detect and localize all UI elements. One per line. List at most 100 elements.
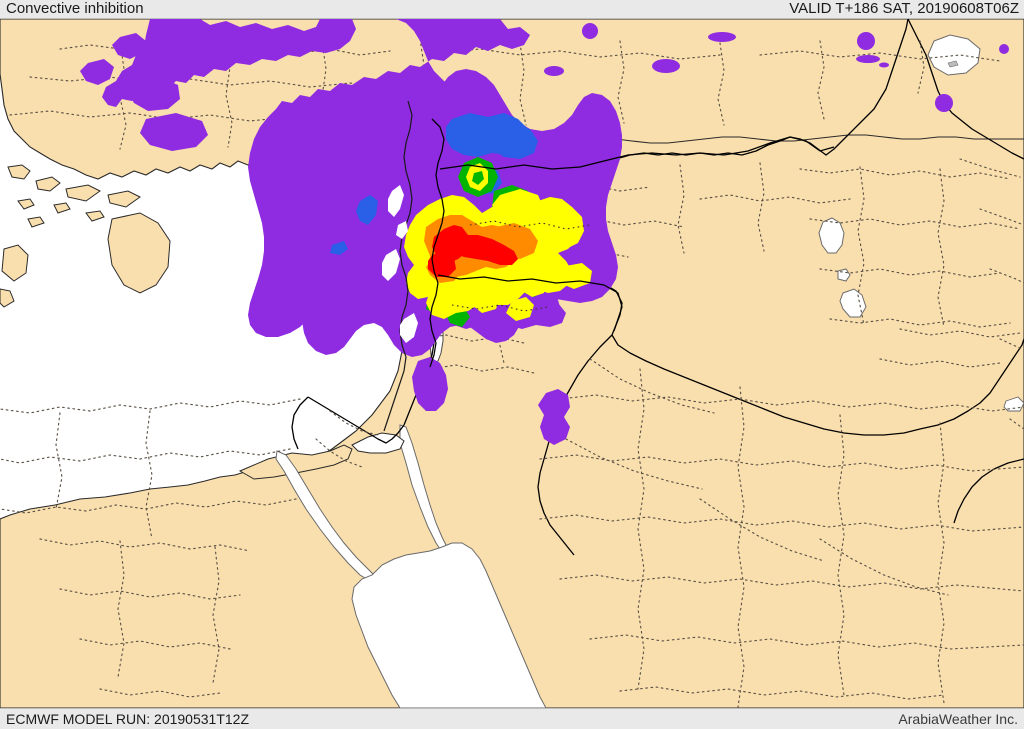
admin-iraq-3 bbox=[819, 268, 1001, 278]
admin-egypt-south-5 bbox=[117, 540, 125, 678]
cin-green-ring-core bbox=[472, 171, 484, 185]
admin-saudi-v4 bbox=[937, 422, 945, 704]
admin-egypt-south-1 bbox=[39, 538, 251, 552]
cin-anatolia-purple-4 bbox=[128, 77, 180, 111]
border-overlay-dotted-jordan bbox=[469, 220, 591, 230]
sea-sliver-levant-3 bbox=[396, 221, 408, 239]
admin-syria-1 bbox=[439, 180, 651, 192]
admin-turkey-11 bbox=[717, 42, 725, 126]
cin-dot-5 bbox=[935, 94, 953, 112]
cin-dot-1 bbox=[857, 32, 875, 50]
admin-jordan-5 bbox=[429, 364, 535, 374]
admin-iraq-2 bbox=[809, 218, 1021, 230]
nile-delta-coast bbox=[238, 444, 353, 480]
border-egypt-israel-sinai bbox=[307, 396, 405, 444]
map-canvas[interactable] bbox=[0, 19, 1024, 708]
admin-turkey-10 bbox=[617, 40, 625, 124]
border-overlay-levant bbox=[429, 118, 445, 368]
cin-yellow-south-tail bbox=[426, 285, 460, 319]
cin-sinai-spur bbox=[412, 357, 448, 411]
admin-turkey-14 bbox=[917, 40, 925, 94]
cin-blue-small-coast bbox=[356, 195, 378, 225]
admin-iran-4 bbox=[999, 338, 1023, 350]
cin-blue-strip-coast bbox=[330, 241, 348, 255]
cin-dot-6 bbox=[708, 32, 736, 42]
admin-iraq-6 bbox=[937, 168, 945, 328]
cin-anatolia-purple-5 bbox=[140, 113, 208, 151]
admin-saudi-4 bbox=[559, 574, 1024, 592]
admin-iraq-1 bbox=[799, 168, 1011, 180]
cin-dot-7 bbox=[582, 23, 598, 39]
admin-iran-2 bbox=[979, 208, 1024, 226]
cin-yellow-isolated-3 bbox=[472, 289, 500, 313]
border-saudi-iraq-east bbox=[919, 338, 1024, 430]
product-title: Convective inhibition bbox=[6, 0, 144, 17]
lake-assad bbox=[818, 217, 845, 254]
sea-sliver-bay bbox=[400, 313, 418, 343]
cin-yellow-isolated-4 bbox=[506, 297, 534, 321]
admin-turkey-12 bbox=[759, 50, 1001, 62]
admin-saudi-2 bbox=[539, 454, 1024, 472]
cin-red-core-south bbox=[428, 251, 456, 277]
cin-anatolia-purple-3 bbox=[80, 59, 114, 85]
footer-bar: ECMWF MODEL RUN: 20190531T12Z ArabiaWeat… bbox=[0, 708, 1024, 729]
model-run-label: ECMWF MODEL RUN: 20190531T12Z bbox=[6, 711, 249, 727]
lake-van bbox=[927, 34, 981, 76]
admin-syria-8 bbox=[757, 162, 765, 252]
admin-saudi-5 bbox=[589, 634, 1024, 650]
admin-iraq-7 bbox=[899, 328, 1021, 338]
attribution-label: ArabiaWeather Inc. bbox=[898, 711, 1018, 727]
border-egypt-west bbox=[291, 396, 309, 450]
admin-sinai-1 bbox=[329, 410, 379, 436]
admin-egypt-south-3 bbox=[79, 638, 231, 650]
admin-syria-7 bbox=[699, 194, 851, 204]
title-bar: Convective inhibition VALID T+186 SAT, 2… bbox=[0, 0, 1024, 19]
aegean-islands bbox=[0, 164, 171, 308]
border-iran-se bbox=[953, 458, 1024, 524]
admin-saudi-v1 bbox=[637, 368, 645, 690]
border-overlay-syria-turkey bbox=[439, 136, 835, 170]
lake-tharthar bbox=[839, 288, 867, 318]
cin-yellow-east-lobe bbox=[536, 203, 584, 249]
admin-egypt-4 bbox=[145, 410, 153, 540]
sea-sliver-levant-2 bbox=[382, 249, 400, 281]
admin-saudi-d2 bbox=[565, 438, 703, 490]
admin-saudi-1 bbox=[559, 394, 1024, 412]
admin-iraq-5 bbox=[857, 166, 865, 326]
coastline-levant-overlay bbox=[383, 100, 413, 432]
admin-saudi-d1 bbox=[589, 358, 715, 414]
admin-turkey-4 bbox=[119, 40, 127, 150]
border-overlay-dotted-jordan2 bbox=[451, 304, 549, 312]
cin-dot-2 bbox=[856, 55, 880, 63]
admin-egypt-5 bbox=[55, 412, 63, 510]
admin-turkey-2 bbox=[29, 76, 391, 90]
cin-dot-9 bbox=[544, 66, 564, 76]
cin-north-saudi-blob bbox=[538, 389, 570, 445]
map-svg bbox=[0, 19, 1024, 708]
border-saudi-jordan-se bbox=[537, 334, 613, 556]
admin-iraq-4 bbox=[829, 318, 1011, 328]
admin-egypt-1 bbox=[0, 398, 301, 414]
mediterranean-bay-sinai bbox=[351, 432, 405, 454]
admin-egypt-south-6 bbox=[212, 546, 220, 684]
admin-sinai-2 bbox=[315, 438, 363, 468]
cin-red-core-arm bbox=[448, 235, 518, 265]
border-overlay-jordan bbox=[437, 274, 623, 332]
cin-anatolia-purple-2 bbox=[112, 33, 146, 59]
cin-yellow-north-1 bbox=[492, 189, 544, 225]
cin-dot-3 bbox=[879, 62, 889, 68]
admin-egypt-south-4 bbox=[99, 688, 221, 698]
admin-iraq-8 bbox=[879, 358, 1001, 368]
sea-sliver-levant bbox=[388, 185, 404, 217]
cin-blue-east-lobe bbox=[488, 123, 538, 159]
admin-iran-1 bbox=[959, 158, 1021, 178]
admin-turkey-8 bbox=[519, 42, 527, 126]
admin-syria-6 bbox=[677, 164, 685, 254]
admin-egypt-south-2 bbox=[59, 588, 241, 600]
lake-van-islet bbox=[947, 60, 959, 68]
admin-saudi-d4 bbox=[819, 538, 949, 596]
cin-overlay-layer bbox=[80, 19, 1009, 445]
admin-saudi-v3 bbox=[837, 414, 845, 696]
admin-saudi-v2 bbox=[737, 386, 745, 708]
